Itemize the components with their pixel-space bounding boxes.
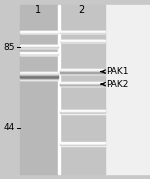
Bar — [60, 85, 105, 86]
Bar — [20, 73, 58, 74]
Bar — [20, 72, 58, 73]
Bar — [60, 40, 105, 41]
Text: 44: 44 — [4, 124, 15, 132]
Bar — [20, 53, 58, 54]
Bar — [60, 72, 105, 73]
Bar — [20, 31, 58, 32]
Bar — [60, 113, 105, 114]
Bar — [60, 144, 105, 145]
Bar — [60, 31, 105, 32]
Bar — [20, 5, 58, 174]
Bar — [60, 5, 105, 174]
Bar — [60, 111, 105, 112]
Bar — [60, 142, 105, 143]
Bar — [60, 41, 105, 42]
Bar — [20, 47, 58, 48]
Bar — [105, 5, 150, 174]
Bar — [60, 32, 105, 33]
Bar — [20, 78, 58, 79]
Bar — [20, 46, 58, 47]
Bar — [60, 143, 105, 144]
Bar — [60, 69, 105, 70]
Text: 85: 85 — [3, 43, 15, 52]
Bar — [60, 70, 105, 71]
Bar — [20, 76, 58, 77]
Bar — [60, 71, 105, 72]
Text: 1: 1 — [35, 5, 41, 15]
Bar — [60, 110, 105, 111]
Bar — [20, 45, 58, 46]
Bar — [60, 145, 105, 146]
Text: PAK2: PAK2 — [106, 80, 128, 89]
Bar — [60, 73, 105, 74]
Bar — [60, 112, 105, 113]
Bar — [20, 77, 58, 78]
Bar — [60, 84, 105, 85]
Bar — [58, 5, 60, 174]
Bar — [60, 83, 105, 84]
Text: PAK1: PAK1 — [106, 67, 128, 76]
Text: 2: 2 — [79, 5, 85, 15]
Bar — [20, 52, 58, 53]
Bar — [20, 75, 58, 76]
Bar — [20, 79, 58, 80]
Bar — [20, 74, 58, 75]
Bar — [60, 82, 105, 83]
Bar — [20, 54, 58, 55]
Bar — [20, 32, 58, 33]
